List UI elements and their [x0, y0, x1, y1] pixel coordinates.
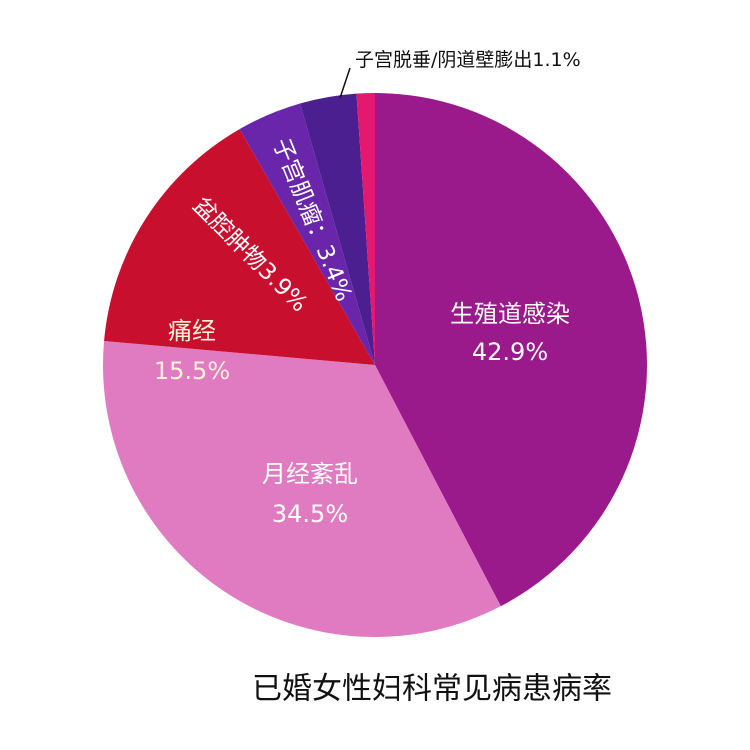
pie-slice: [375, 93, 647, 607]
chart-title: 已婚女性妇科常见病患病率: [252, 672, 612, 707]
value-label: 1.1%: [532, 49, 580, 71]
value-label: 15.5%: [154, 357, 230, 385]
pie-slice: [104, 129, 375, 365]
value-label: 34.5%: [272, 500, 348, 528]
slice-label-group: 子宫脱垂/阴道壁膨出1.1%: [355, 49, 581, 71]
pie-slice: [300, 93, 375, 365]
slice-label: 痛经: [168, 317, 216, 345]
slice-label: 月经紊乱: [262, 460, 358, 488]
slice-label: 生殖道感染: [450, 300, 570, 328]
slice-label: 子宫脱垂/阴道壁膨出: [355, 49, 532, 71]
value-label: 42.9%: [472, 338, 548, 366]
pie-slice: [102, 340, 501, 637]
pie-slice: [356, 93, 375, 365]
pie-slice: [239, 103, 375, 365]
leader-line: [339, 67, 351, 99]
